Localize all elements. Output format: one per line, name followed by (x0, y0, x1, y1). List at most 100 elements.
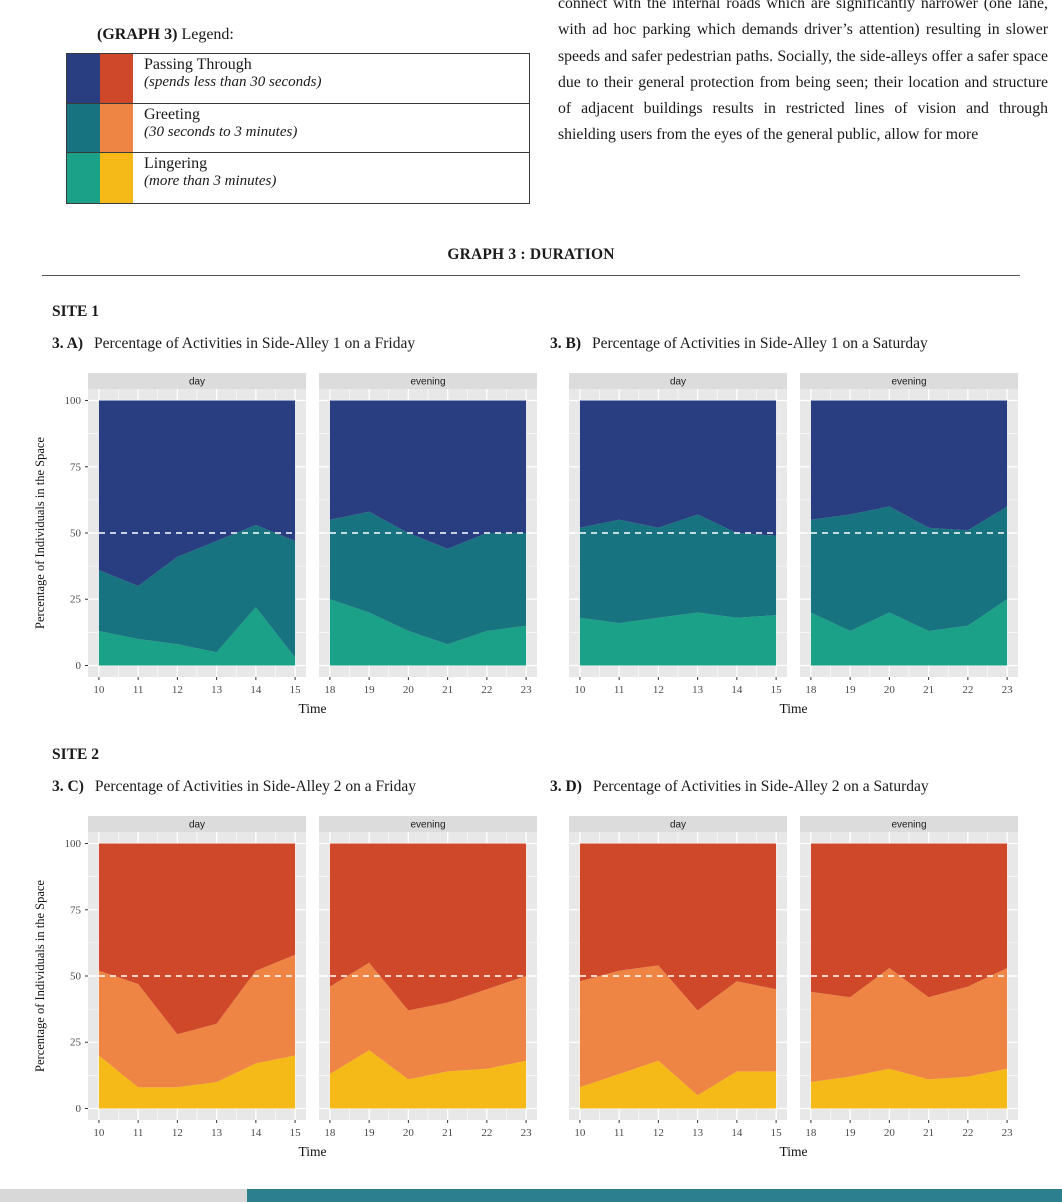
chart-3a-title: 3. A) Percentage of Activities in Side-Al… (52, 335, 498, 353)
svg-text:0: 0 (76, 659, 82, 671)
svg-text:23: 23 (1002, 684, 1014, 696)
svg-text:evening: evening (410, 819, 445, 830)
site1-charts-row: day 10 11 12 13 14 15 evening 18 19 20 21 22 23 0 25 50 7… (0, 361, 1062, 719)
legend-swatches (67, 54, 133, 103)
legend-title-rest: Legend: (177, 26, 234, 43)
svg-text:19: 19 (845, 684, 857, 696)
svg-text:10: 10 (93, 1127, 105, 1139)
legend-title: (GRAPH 3) Legend: (97, 26, 530, 44)
svg-text:19: 19 (364, 1127, 376, 1139)
legend-text: Lingering (more than 3 minutes) (133, 153, 276, 203)
svg-text:Percentage of Individuals in t: Percentage of Individuals in the Space (33, 436, 47, 628)
svg-text:Time: Time (779, 1144, 807, 1159)
footer-gray-segment (0, 1189, 247, 1202)
legend: (GRAPH 3) Legend: Passing Through (spend… (66, 26, 530, 204)
svg-text:day: day (670, 819, 686, 830)
chart-3a-stacked-area: day 10 11 12 13 14 15 evening 18 19 20 21 22 23 0 25 50 7… (32, 361, 539, 719)
svg-text:21: 21 (923, 684, 934, 696)
legend-sublabel: (30 seconds to 3 minutes) (144, 123, 298, 140)
legend-text: Passing Through (spends less than 30 sec… (133, 54, 321, 103)
svg-text:22: 22 (481, 1127, 492, 1139)
greeting-site2-swatch (100, 103, 133, 152)
legend-row-passing-through: Passing Through (spends less than 30 sec… (67, 54, 529, 104)
svg-text:Percentage of Individuals in t: Percentage of Individuals in the Space (33, 879, 47, 1071)
svg-text:100: 100 (65, 838, 82, 850)
chart-3c-title: 3. C) Percentage of Activities in Side-Al… (52, 778, 498, 796)
divider-line (42, 274, 1020, 276)
svg-text:14: 14 (250, 684, 261, 696)
chart-3b-title-prefix: 3. B) (550, 334, 581, 352)
svg-text:23: 23 (521, 684, 533, 696)
svg-text:12: 12 (653, 1127, 664, 1139)
svg-text:20: 20 (884, 684, 896, 696)
legend-sublabel: (more than 3 minutes) (144, 173, 277, 189)
site1-chart-titles: 3. A) Percentage of Activities in Side-Al… (0, 335, 1062, 353)
legend-text: Greeting (30 seconds to 3 minutes) (133, 104, 297, 153)
svg-text:50: 50 (70, 970, 82, 982)
svg-text:15: 15 (771, 684, 783, 696)
svg-text:18: 18 (324, 1127, 336, 1139)
chart-3b-stacked-area: day 10 11 12 13 14 15 evening 18 19 20 21 22 23 Time (561, 361, 1020, 719)
svg-text:18: 18 (805, 1127, 817, 1139)
svg-text:22: 22 (481, 684, 492, 696)
site1-section: SITE 1 3. A) Percentage of Activities in … (0, 303, 1062, 719)
site1-heading: SITE 1 (52, 302, 99, 320)
svg-text:10: 10 (574, 684, 586, 696)
svg-text:11: 11 (614, 684, 625, 696)
svg-text:11: 11 (133, 684, 144, 696)
legend-swatches (67, 153, 133, 203)
legend-row-greeting: Greeting (30 seconds to 3 minutes) (67, 103, 529, 153)
svg-text:12: 12 (653, 684, 664, 696)
legend-label: Passing Through (144, 56, 252, 73)
svg-text:14: 14 (731, 684, 743, 696)
legend-box: Passing Through (spends less than 30 sec… (66, 53, 530, 204)
svg-text:13: 13 (211, 1127, 223, 1139)
chart-3a-title-prefix: 3. A) (52, 334, 83, 352)
greeting-site1-swatch (67, 103, 100, 152)
chart-3d-title-text: Percentage of Activities in Side-Alley 2… (592, 777, 929, 795)
svg-text:11: 11 (614, 1127, 625, 1139)
svg-text:100: 100 (65, 395, 82, 407)
svg-text:day: day (189, 819, 205, 830)
svg-text:14: 14 (250, 1127, 261, 1139)
body-text-paragraph: connect with the internal roads which ar… (558, 0, 1048, 144)
svg-text:Time: Time (779, 701, 807, 716)
legend-title-bold: (GRAPH 3) (97, 26, 178, 43)
svg-text:19: 19 (845, 1127, 857, 1139)
svg-text:20: 20 (403, 1127, 415, 1139)
legend-swatches (67, 103, 133, 152)
lingering-site2-swatch (100, 153, 133, 203)
lingering-site1-swatch (67, 153, 100, 203)
svg-text:75: 75 (70, 904, 82, 916)
footer-teal-segment (247, 1189, 1062, 1202)
svg-text:23: 23 (521, 1127, 533, 1139)
svg-text:evening: evening (891, 376, 926, 387)
svg-text:11: 11 (133, 1127, 144, 1139)
svg-text:14: 14 (731, 1127, 743, 1139)
site2-section: SITE 2 3. C) Percentage of Activities in … (0, 746, 1062, 1162)
site2-chart-titles: 3. C) Percentage of Activities in Side-Al… (0, 778, 1062, 796)
svg-text:Time: Time (298, 1144, 326, 1159)
svg-text:20: 20 (403, 684, 415, 696)
site2-heading: SITE 2 (52, 745, 99, 763)
chart-3c-title-prefix: 3. C) (52, 777, 84, 795)
chart-3a-title-text: Percentage of Activities in Side-Alley 1… (94, 334, 416, 352)
chart-3c-title-text: Percentage of Activities in Side-Alley 2… (94, 777, 416, 795)
passing-through-site1-swatch (67, 54, 100, 103)
passing-through-site2-swatch (100, 54, 133, 103)
legend-sublabel: (spends less than 30 seconds) (144, 74, 322, 90)
svg-text:10: 10 (93, 684, 105, 696)
svg-text:12: 12 (172, 1127, 183, 1139)
svg-text:18: 18 (805, 684, 817, 696)
svg-text:21: 21 (442, 1127, 453, 1139)
svg-text:day: day (670, 376, 686, 387)
svg-text:23: 23 (1002, 1127, 1014, 1139)
chart-3d-title: 3. D) Percentage of Activities in Side-Al… (550, 778, 929, 796)
chart-3c-stacked-area: day 10 11 12 13 14 15 evening 18 19 20 21 22 23 0 25 50 7… (32, 804, 539, 1162)
site2-charts-row: day 10 11 12 13 14 15 evening 18 19 20 21 22 23 0 25 50 7… (0, 804, 1062, 1162)
footer-band (0, 1189, 1062, 1202)
svg-text:21: 21 (923, 1127, 934, 1139)
svg-text:day: day (189, 376, 205, 387)
svg-text:25: 25 (70, 593, 82, 605)
